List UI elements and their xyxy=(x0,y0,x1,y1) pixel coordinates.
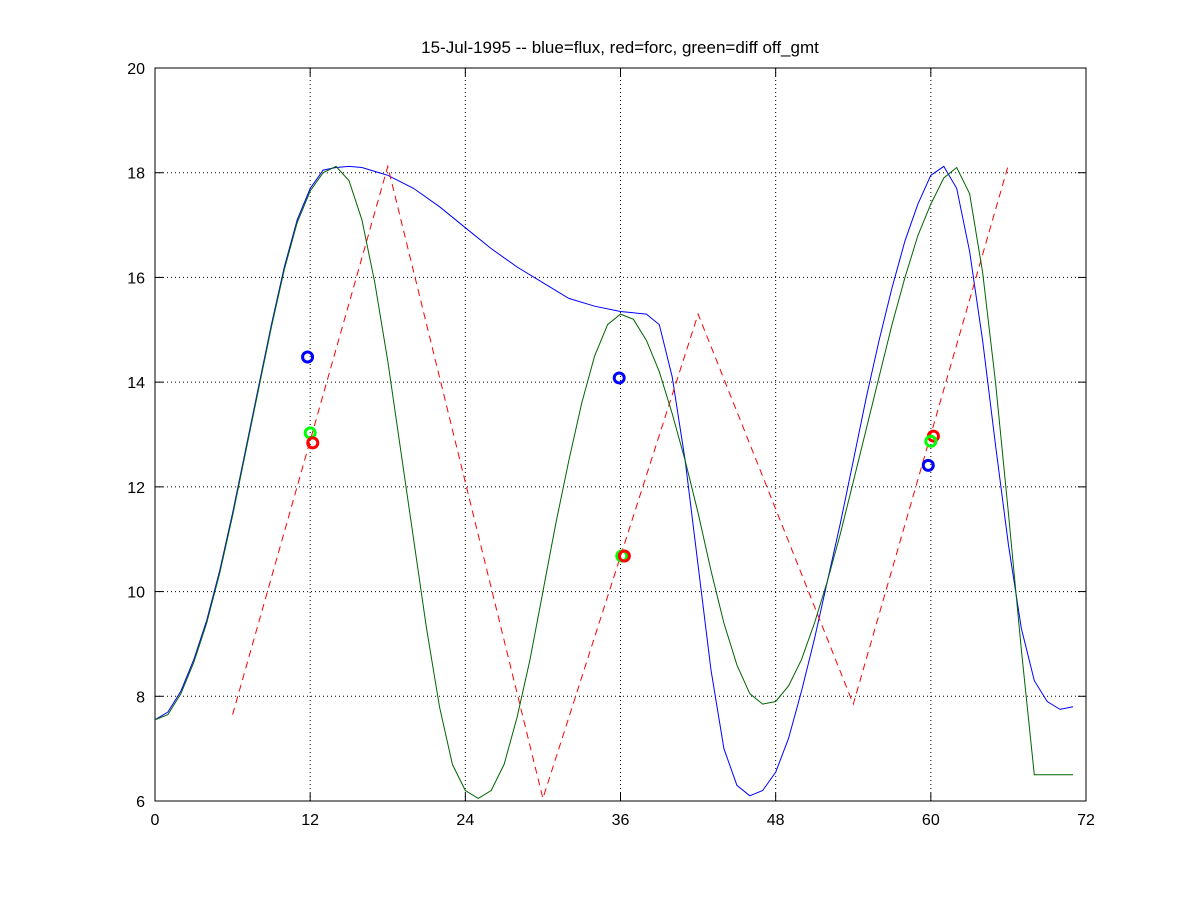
y-tick-label: 14 xyxy=(127,375,145,392)
chart-title: 15-Jul-1995 -- blue=flux, red=forc, gree… xyxy=(421,38,819,57)
x-tick-label: 36 xyxy=(612,812,630,829)
x-tick-label: 72 xyxy=(1077,812,1095,829)
data-marker xyxy=(301,350,315,364)
x-tick-label: 12 xyxy=(301,812,319,829)
data-marker xyxy=(617,549,631,563)
y-tick-label: 16 xyxy=(127,270,145,287)
y-tick-label: 10 xyxy=(127,585,145,602)
data-marker xyxy=(612,371,626,385)
y-tick-label: 18 xyxy=(127,166,145,183)
y-tick-label: 20 xyxy=(127,61,145,78)
marker-layer xyxy=(301,350,940,563)
x-tick-label: 60 xyxy=(922,812,940,829)
axis-ticks: 0 12 24 36 48 60 72 6 8 10 12 14 16 18 20 xyxy=(127,61,1095,829)
forc-series-line xyxy=(232,164,1009,801)
data-marker xyxy=(306,436,320,450)
x-tick-label: 48 xyxy=(767,812,785,829)
y-tick-label: 8 xyxy=(136,689,145,706)
x-tick-label: 24 xyxy=(456,812,474,829)
diff-series-line xyxy=(154,165,1074,799)
x-tick-label: 0 xyxy=(151,812,160,829)
y-tick-label: 12 xyxy=(127,480,145,497)
data-marker xyxy=(921,458,935,472)
data-marker xyxy=(924,434,938,448)
y-tick-label: 6 xyxy=(136,794,145,811)
series-layer xyxy=(154,164,1074,801)
